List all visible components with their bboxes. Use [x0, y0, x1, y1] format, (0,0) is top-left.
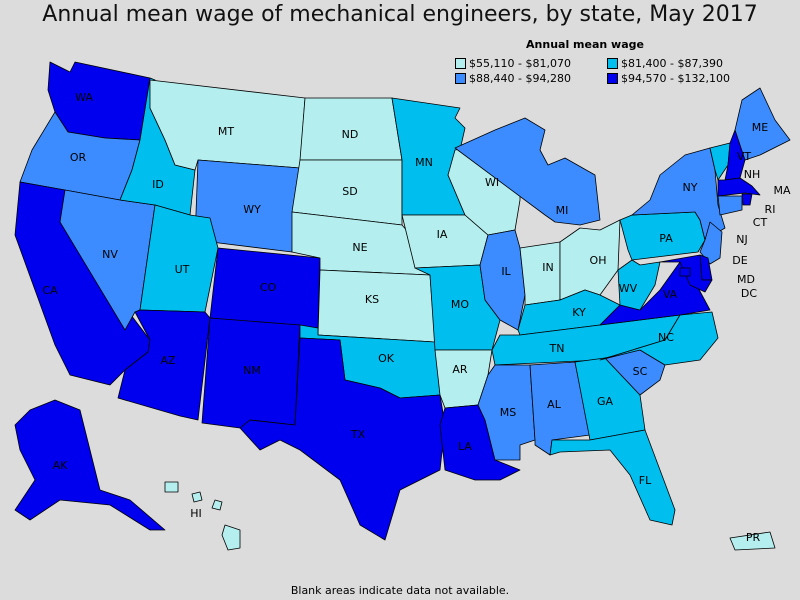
state-ak [14, 399, 166, 531]
state-label-hi: HI [190, 507, 202, 520]
state-vt [709, 142, 731, 181]
legend-swatch-4 [607, 73, 618, 84]
state-label-nc: NC [658, 331, 674, 344]
state-label-ma: MA [773, 184, 790, 197]
state-label-de: DE [732, 254, 747, 267]
legend-swatch-3 [455, 73, 466, 84]
state-me [734, 87, 791, 161]
state-label-va: VA [663, 288, 678, 301]
legend-label-4: $94,570 - $132,100 [621, 72, 730, 85]
state-label-tx: TX [350, 428, 366, 441]
legend-item-1: $55,110 - $81,070 [455, 57, 607, 70]
state-ma [717, 177, 761, 197]
state-label-wi: WI [485, 176, 499, 189]
legend-item-3: $88,440 - $94,280 [455, 72, 607, 85]
legend-label-2: $81,400 - $87,390 [621, 57, 723, 70]
legend-item-4: $94,570 - $132,100 [607, 72, 757, 85]
state-label-mo: MO [451, 298, 469, 311]
state-dc [679, 267, 691, 277]
state-nj [699, 221, 723, 265]
state-label-la: LA [458, 440, 472, 453]
state-label-ca: CA [42, 284, 58, 297]
legend-item-2: $81,400 - $87,390 [607, 57, 757, 70]
legend-title: Annual mean wage [526, 38, 644, 51]
state-nc [599, 311, 719, 366]
legend: Annual mean wage $55,110 - $81,070 $81,4… [455, 38, 755, 85]
state-mi [454, 117, 601, 226]
state-label-me: ME [752, 121, 768, 134]
state-label-ks: KS [365, 293, 379, 306]
state-hi [164, 481, 179, 493]
state-label-ct: CT [753, 216, 768, 229]
state-ga [574, 357, 646, 441]
state-label-ga: GA [597, 395, 614, 408]
state-ms [477, 364, 536, 461]
state-label-id: ID [152, 178, 164, 191]
state-label-sd: SD [342, 185, 357, 198]
state-ri [741, 193, 753, 206]
state-label-fl: FL [639, 474, 652, 487]
legend-label-3: $88,440 - $94,280 [469, 72, 571, 85]
state-label-il: IL [501, 265, 511, 278]
legend-label-1: $55,110 - $81,070 [469, 57, 571, 70]
state-label-mn: MN [415, 156, 433, 169]
state-label-nj: NJ [736, 233, 747, 246]
legend-swatch-2 [607, 58, 618, 69]
state-label-az: AZ [160, 354, 176, 367]
state-ks [317, 269, 436, 343]
state-fl [549, 429, 676, 526]
state-label-co: CO [260, 281, 277, 294]
state-label-ar: AR [452, 363, 468, 376]
state-tx [239, 337, 446, 541]
state-label-ak: AK [53, 459, 69, 472]
state-label-nd: ND [342, 128, 359, 141]
state-label-ky: KY [572, 306, 586, 319]
state-label-sc: SC [633, 365, 648, 378]
state-label-pa: PA [659, 232, 673, 245]
state-az [117, 309, 211, 421]
state-label-nv: NV [102, 248, 118, 261]
state-label-oh: OH [590, 254, 607, 267]
state-label-ri: RI [765, 203, 776, 216]
state-pr [729, 531, 776, 551]
state-label-ny: NY [683, 181, 698, 194]
state-label-vt: VT [737, 150, 752, 163]
state-label-or: OR [70, 151, 87, 164]
state-label-mt: MT [218, 125, 234, 138]
state-hi-island-3 [211, 499, 223, 511]
state-label-in: IN [542, 261, 553, 274]
state-label-wv: WV [619, 282, 638, 295]
state-ny [631, 147, 726, 241]
state-label-nm: NM [243, 364, 261, 377]
state-label-ms: MS [500, 406, 516, 419]
state-label-nh: NH [744, 168, 761, 181]
state-label-pr: PR [746, 531, 761, 544]
state-label-al: AL [547, 398, 562, 411]
state-wv [617, 259, 661, 311]
state-label-md: MD [737, 273, 755, 286]
state-label-ia: IA [437, 228, 448, 241]
state-ct [717, 195, 743, 216]
state-hi-island-4 [221, 524, 241, 551]
state-label-wa: WA [75, 91, 93, 104]
state-hi-island-2 [191, 491, 203, 503]
footnote: Blank areas indicate data not available. [290, 584, 510, 597]
map-title: Annual mean wage of mechanical engineers… [42, 2, 758, 27]
state-in [519, 241, 561, 306]
state-label-ok: OK [378, 352, 395, 365]
state-label-mi: MI [556, 204, 569, 217]
state-label-ut: UT [175, 263, 190, 276]
state-label-ne: NE [352, 241, 367, 254]
state-label-dc: DC [741, 287, 757, 300]
state-label-tn: TN [549, 342, 565, 355]
state-label-wy: WY [243, 203, 261, 216]
legend-swatch-1 [455, 58, 466, 69]
